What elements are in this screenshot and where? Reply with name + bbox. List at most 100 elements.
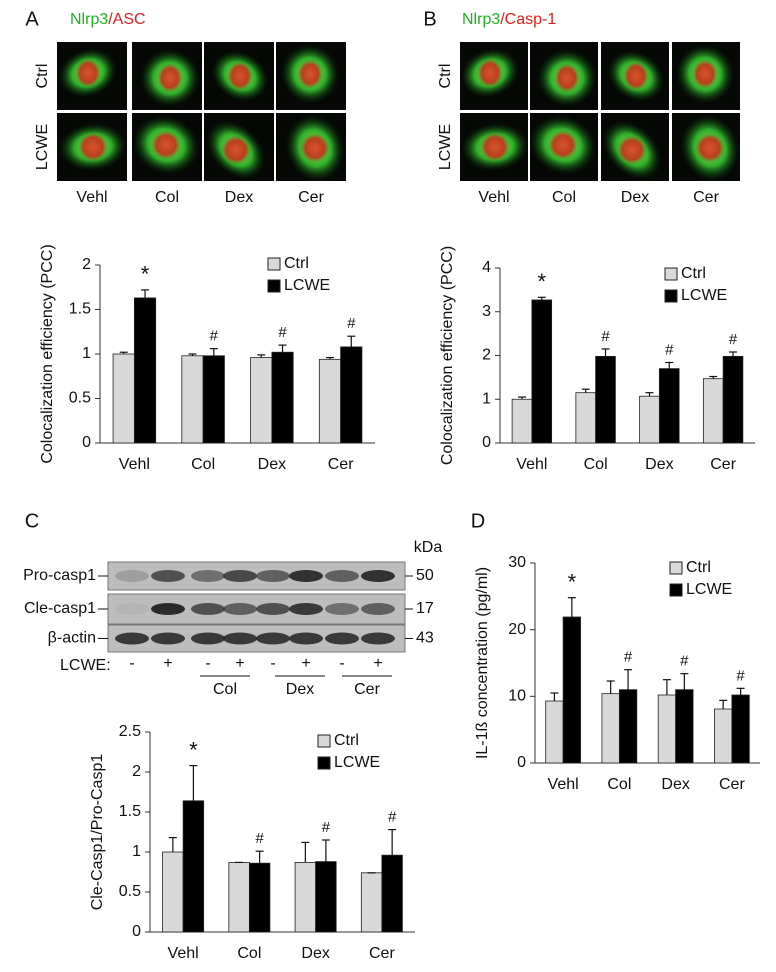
significance-mark: *: [568, 569, 577, 594]
significance-mark: *: [537, 269, 546, 294]
error-bar: [567, 597, 576, 617]
bar: [228, 862, 250, 933]
error-bar: [709, 375, 718, 379]
title-part: /ASC: [108, 11, 145, 28]
error-bar: [624, 669, 633, 690]
nucleus: [481, 133, 509, 161]
x-tick-label: Col: [584, 456, 608, 473]
error-bar: [601, 348, 610, 357]
blot-band: [151, 632, 185, 645]
significance-mark: #: [624, 649, 633, 666]
blot-band: [256, 603, 290, 615]
bar: [601, 693, 620, 764]
bar: [618, 689, 638, 764]
panel-label: C: [25, 510, 39, 532]
legend-swatch: [664, 267, 678, 281]
bar: [595, 355, 616, 444]
blot-band: [223, 632, 257, 645]
group-label: Dex: [286, 681, 314, 698]
blot-band: [256, 632, 290, 645]
title-part: Nlrp3: [462, 11, 500, 28]
significance-mark: #: [665, 341, 674, 358]
y-tick-label: 1.5: [69, 301, 91, 318]
treatment-sign: +: [301, 655, 310, 672]
title-part: /Casp-1: [500, 11, 556, 28]
y-tick-label: 30: [508, 554, 526, 571]
blot-band: [151, 570, 185, 582]
error-bar: [729, 351, 738, 357]
y-tick-label: 2: [82, 256, 91, 273]
nucleus: [222, 136, 250, 164]
y-axis-label: IL-1ß concentration (pg/ml): [474, 567, 491, 759]
bar: [250, 357, 273, 444]
error-bar: [189, 764, 198, 801]
blot-row-label: Cle-casp1: [24, 600, 96, 617]
column-label: Cer: [298, 189, 324, 206]
x-tick-label: Vehl: [548, 776, 579, 793]
bar: [340, 346, 363, 444]
bar: [575, 392, 597, 444]
blot-band: [151, 603, 185, 615]
legend-swatch: [669, 561, 683, 575]
legend-swatch: [267, 279, 281, 293]
blot-band: [289, 570, 323, 582]
legend-label: Ctrl: [284, 255, 309, 272]
error-bar: [257, 354, 266, 358]
nucleus: [76, 59, 100, 87]
blot-band: [115, 603, 149, 615]
error-bar: [680, 673, 689, 690]
bar: [248, 862, 271, 933]
treatment-sign: -: [129, 655, 134, 672]
error-bar: [517, 396, 526, 400]
error-bar: [321, 839, 330, 862]
x-tick-label: Col: [237, 945, 261, 962]
x-tick-label: Col: [191, 456, 215, 473]
column-label: Col: [155, 189, 179, 206]
x-tick-label: Dex: [661, 776, 689, 793]
column-label: Dex: [225, 189, 253, 206]
error-bar: [736, 687, 745, 695]
x-tick-label: Col: [607, 776, 631, 793]
y-tick-label: 0: [517, 754, 526, 771]
error-bar: [278, 344, 287, 353]
y-tick-label: 0: [82, 434, 91, 451]
x-tick-label: Dex: [258, 456, 286, 473]
bar: [714, 708, 733, 764]
blot-band: [325, 570, 359, 582]
y-tick-label: 1: [82, 345, 91, 362]
bar: [181, 355, 204, 444]
treatment-label: LCWE:: [60, 657, 111, 674]
nucleus: [228, 62, 252, 90]
y-axis-label: Colocalization efficiency (PCC): [439, 246, 456, 465]
column-label: Cer: [693, 189, 719, 206]
legend-label: LCWE: [284, 277, 330, 294]
x-tick-label: Cer: [719, 776, 745, 793]
significance-mark: #: [729, 331, 738, 348]
y-tick-label: 3: [482, 303, 491, 320]
legend-label: Ctrl: [334, 732, 359, 749]
x-tick-label: Vehl: [168, 945, 199, 962]
blot-band: [361, 632, 395, 645]
nucleus: [152, 131, 180, 159]
error-bar: [168, 836, 177, 852]
nucleus: [696, 134, 724, 162]
image-title: Nlrp3/ASC: [70, 11, 146, 28]
significance-mark: #: [278, 324, 287, 341]
bar: [657, 694, 677, 764]
panel-label: B: [423, 8, 436, 30]
error-bar: [645, 392, 654, 397]
y-tick-label: 0: [132, 923, 141, 940]
treatment-sign: -: [270, 655, 275, 672]
significance-mark: #: [322, 819, 331, 836]
y-axis-label: Colocalization efficiency (PCC): [39, 244, 56, 463]
blot-band: [191, 570, 225, 582]
error-bar: [550, 692, 559, 701]
bar: [639, 395, 660, 444]
significance-mark: #: [210, 328, 219, 345]
column-label: Vehl: [76, 189, 107, 206]
row-label: Ctrl: [34, 64, 51, 89]
x-tick-label: Cer: [328, 456, 354, 473]
blot-unit: kDa: [414, 539, 443, 556]
nucleus: [624, 62, 648, 90]
y-tick-label: 4: [482, 259, 491, 276]
